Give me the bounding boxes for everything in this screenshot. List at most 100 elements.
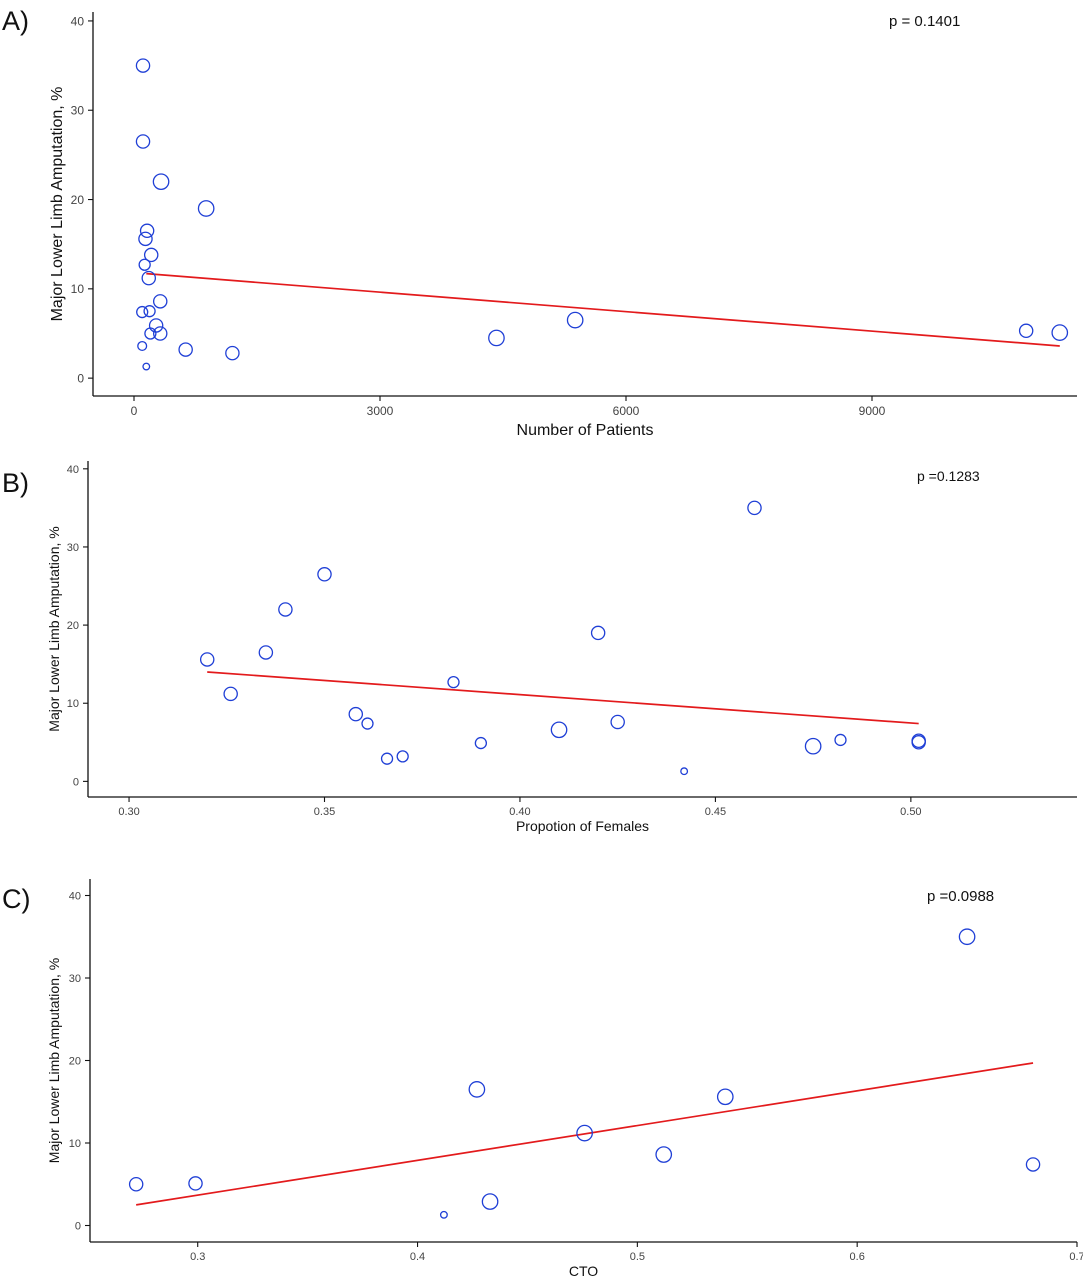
x-tick-label: 0.45 [705, 806, 726, 818]
data-point [804, 737, 822, 755]
data-point [566, 311, 584, 329]
panel-c-letter: C) [2, 884, 31, 914]
data-point [135, 134, 151, 149]
data-point [197, 200, 215, 217]
data-point [137, 340, 148, 352]
x-tick-label: 0 [131, 404, 138, 418]
data-point [152, 294, 168, 309]
data-point [136, 305, 149, 319]
y-tick-label: 30 [71, 104, 85, 118]
data-point [188, 1176, 203, 1191]
x-tick-label: 9000 [859, 404, 886, 418]
data-point [225, 345, 240, 361]
y-tick-label: 40 [67, 464, 79, 476]
y-axis-title: Major Lower Limb Amputation, % [46, 958, 62, 1163]
y-tick-label: 0 [73, 776, 79, 788]
x-tick-label: 0.35 [314, 806, 335, 818]
data-point [199, 652, 215, 667]
data-point [141, 270, 157, 286]
data-point [958, 928, 976, 946]
data-point [610, 714, 625, 730]
data-point [142, 362, 151, 371]
x-tick-label: 0.50 [900, 806, 921, 818]
data-point [178, 342, 193, 357]
x-tick-label: 0.40 [509, 806, 530, 818]
y-tick-label: 20 [69, 1055, 81, 1067]
data-point [128, 1177, 144, 1192]
data-point [488, 329, 505, 347]
data-point [576, 1124, 593, 1142]
panel-b-p-value: p =0.1283 [917, 468, 980, 484]
panel-b-letter: B) [2, 468, 29, 498]
y-tick-label: 40 [71, 14, 85, 28]
data-point [550, 721, 568, 739]
x-tick-label: 6000 [613, 404, 640, 418]
data-point [1051, 324, 1069, 341]
data-point [590, 625, 606, 641]
x-axis-title: CTO [569, 1263, 598, 1279]
data-point [1018, 323, 1034, 339]
data-point [223, 686, 238, 702]
panel-c: C) p =0.0988 0 10 20 30 40 0.3 0.4 0.5 0.6 0.7 CTO… [2, 879, 1083, 1279]
data-point [144, 327, 157, 340]
y-axis-title: Major Lower Limb Amputation, % [46, 526, 62, 731]
x-axis-title: Propotion of Females [516, 818, 649, 834]
data-point [716, 1088, 734, 1106]
data-point [474, 736, 488, 750]
data-point [680, 767, 689, 776]
data-point [447, 675, 460, 689]
x-tick-label: 0.3 [190, 1251, 205, 1263]
panel-a: A) p = 0.1401 0 10 20 30 40 0 3000 6000 9000 Numb… [2, 6, 1077, 439]
y-tick-label: 20 [71, 193, 85, 207]
data-point [380, 752, 394, 765]
data-point [439, 1210, 448, 1219]
regression-line [207, 671, 919, 725]
y-tick-label: 40 [69, 890, 81, 902]
y-tick-label: 20 [67, 620, 79, 632]
regression-line [146, 272, 1060, 347]
data-point [139, 223, 155, 239]
y-axis-title: Major Lower Limb Amputation, % [49, 87, 66, 322]
x-tick-label: 0.30 [118, 806, 139, 818]
data-point [143, 305, 156, 318]
panel-a-letter: A) [2, 6, 29, 36]
data-point [258, 645, 274, 660]
x-tick-label: 0.5 [630, 1251, 645, 1263]
data-point [911, 735, 926, 750]
y-tick-label: 0 [75, 1220, 81, 1232]
y-tick-label: 10 [69, 1138, 81, 1150]
x-tick-label: 3000 [367, 404, 394, 418]
panel-c-plot: 0 10 20 30 40 0.3 0.4 0.5 0.6 0.7 CTO Major Lower L… [46, 879, 1083, 1279]
panel-a-p-value: p = 0.1401 [889, 13, 960, 30]
y-tick-label: 30 [67, 542, 79, 554]
x-tick-label: 0.4 [410, 1251, 425, 1263]
data-point [396, 750, 409, 763]
y-tick-label: 0 [77, 371, 84, 385]
panel-b: B) p =0.1283 0 10 20 30 40 0.30 0.35 0.40 0.45 0.… [2, 461, 1077, 834]
data-point [655, 1146, 673, 1163]
data-point [1025, 1157, 1041, 1172]
regression-line [136, 1062, 1034, 1206]
data-point [278, 602, 293, 617]
panel-c-p-value: p =0.0988 [927, 888, 994, 905]
x-axis-title: Number of Patients [517, 422, 654, 439]
data-point [148, 318, 164, 333]
panel-b-plot: 0 10 20 30 40 0.30 0.35 0.40 0.45 0.50 Propotion o… [46, 461, 1077, 834]
panel-a-plot: 0 10 20 30 40 0 3000 6000 9000 Number of Patients… [49, 12, 1077, 439]
data-point [138, 258, 151, 271]
y-tick-label: 30 [69, 973, 81, 985]
data-point [834, 733, 847, 747]
data-point [138, 231, 153, 247]
x-tick-label: 0.7 [1069, 1251, 1083, 1263]
data-point [468, 1081, 486, 1098]
data-point [143, 247, 159, 263]
data-point [317, 567, 332, 582]
data-point [361, 717, 374, 730]
data-point [348, 706, 364, 722]
y-tick-label: 10 [71, 282, 85, 296]
data-point [747, 500, 762, 516]
data-point [481, 1193, 499, 1210]
data-point [152, 173, 170, 191]
y-tick-label: 10 [67, 698, 79, 710]
